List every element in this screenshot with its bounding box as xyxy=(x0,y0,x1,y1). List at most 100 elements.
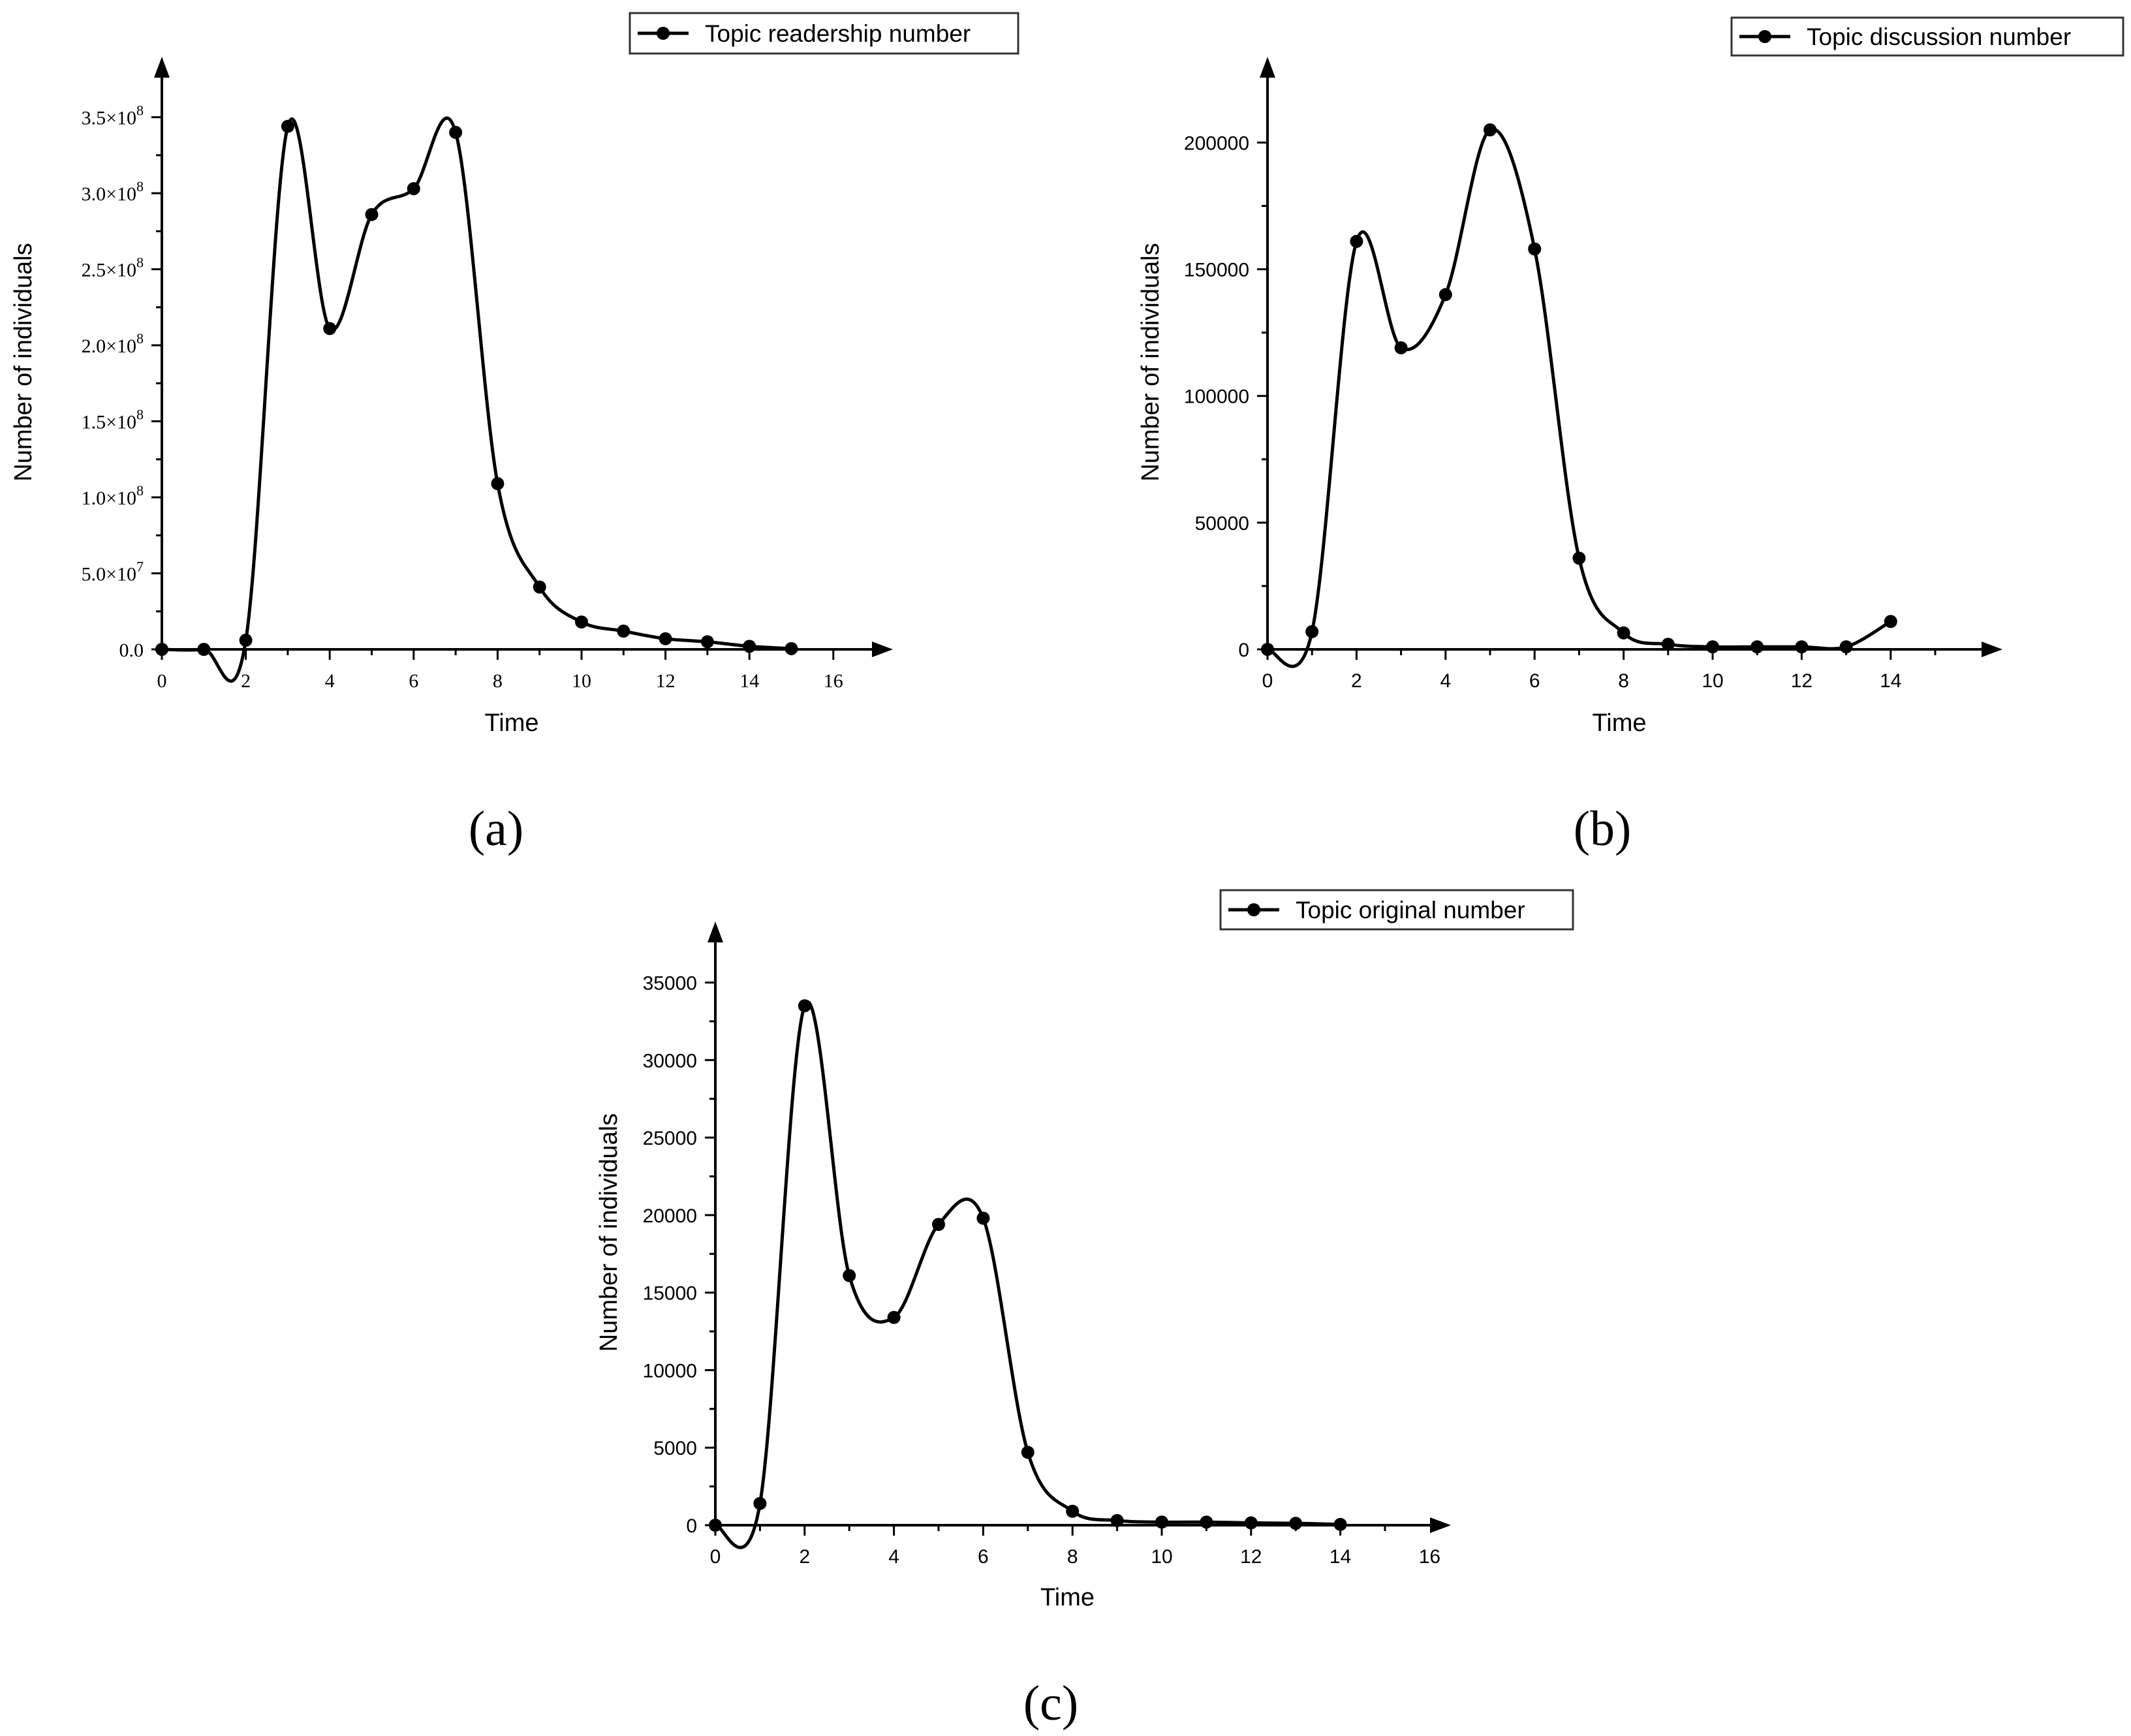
x-tick-label: 4 xyxy=(325,670,335,692)
series-line xyxy=(1267,127,1892,668)
x-axis-arrow xyxy=(1982,642,2002,657)
y-axis-arrow xyxy=(1260,57,1275,78)
y-axis-arrow xyxy=(708,922,723,942)
x-tick-label: 12 xyxy=(1240,1546,1262,1568)
y-tick-label: 100000 xyxy=(1184,386,1249,408)
y-axis-title: Number of individuals xyxy=(10,243,37,481)
data-point xyxy=(1305,625,1319,638)
x-tick-label: 10 xyxy=(1151,1546,1172,1568)
legend: Topic readership number xyxy=(629,12,1019,55)
legend-marker xyxy=(1247,903,1260,916)
data-point xyxy=(1350,234,1363,248)
x-tick-label: 6 xyxy=(409,670,418,692)
x-tick-label: 2 xyxy=(241,670,251,692)
y-tick-label: 30000 xyxy=(643,1050,697,1072)
data-point xyxy=(1200,1515,1213,1529)
x-tick-label: 16 xyxy=(824,670,843,692)
y-axis-title: Number of individuals xyxy=(595,1113,623,1352)
data-point xyxy=(932,1218,945,1232)
x-tick-label: 0 xyxy=(710,1546,721,1568)
data-point xyxy=(753,1496,767,1510)
x-tick-label: 14 xyxy=(739,670,759,692)
panel-label: (a) xyxy=(469,801,523,856)
data-point xyxy=(1439,288,1452,302)
y-tick-label: 10000 xyxy=(643,1360,697,1382)
legend-marker xyxy=(657,27,670,40)
y-tick-label: 20000 xyxy=(643,1205,697,1227)
data-point xyxy=(976,1211,990,1225)
x-axis-title: Time xyxy=(1592,709,1646,737)
data-point xyxy=(709,1519,722,1532)
data-point xyxy=(1261,643,1274,656)
data-point xyxy=(491,477,505,491)
x-tick-label: 0 xyxy=(157,670,167,692)
data-point xyxy=(1795,640,1809,654)
y-axis-title: Number of individuals xyxy=(1137,243,1164,481)
x-tick-label: 0 xyxy=(1262,670,1273,692)
data-point xyxy=(887,1310,901,1324)
legend-box xyxy=(629,12,1019,55)
data-point xyxy=(1661,638,1675,651)
y-tick-label: 0 xyxy=(686,1515,697,1537)
y-tick-label: 5.0×107 xyxy=(82,559,144,585)
data-point xyxy=(785,642,798,655)
data-point xyxy=(1617,626,1630,640)
x-axis-title: Time xyxy=(484,709,538,737)
data-point xyxy=(1066,1504,1080,1518)
legend-box xyxy=(1219,889,1574,931)
chart-panel-a: 0 2 4 6 8 10 12 14 16 0.0 5.0×107 1.0×108 1.5×108 2.0… xyxy=(10,12,1019,856)
x-tick-label: 4 xyxy=(1440,670,1451,692)
x-tick-label: 16 xyxy=(1419,1546,1440,1568)
y-tick-label: 5000 xyxy=(653,1438,697,1459)
chart-panel-c: 0 2 4 6 8 10 12 14 16 0 5000 10000 15000 20000 25000 30… xyxy=(595,889,1574,1731)
y-axis-arrow xyxy=(154,57,170,78)
y-tick-label: 35000 xyxy=(643,973,697,995)
x-tick-label: 12 xyxy=(656,670,676,692)
data-point xyxy=(798,999,811,1013)
data-point xyxy=(197,643,211,656)
data-point xyxy=(533,580,546,594)
panel-label: (b) xyxy=(1574,801,1632,856)
data-point xyxy=(155,643,168,656)
x-tick-label: 8 xyxy=(1618,670,1629,692)
y-tick-label: 25000 xyxy=(643,1128,697,1149)
x-tick-label: 2 xyxy=(1351,670,1362,692)
data-point xyxy=(659,632,672,645)
data-point xyxy=(323,322,337,335)
data-point xyxy=(1484,123,1497,137)
x-tick-label: 8 xyxy=(1067,1546,1078,1568)
y-tick-label: 3.0×108 xyxy=(82,178,144,205)
x-axis-arrow xyxy=(1430,1517,1451,1533)
panel-label: (c) xyxy=(1023,1676,1078,1731)
y-tick-label: 0 xyxy=(1238,640,1249,661)
legend-label: Topic discussion number xyxy=(1807,23,2071,50)
data-point xyxy=(743,640,756,653)
data-point xyxy=(1289,1517,1303,1530)
y-tick-label: 3.5×108 xyxy=(82,102,144,129)
data-point xyxy=(449,125,463,139)
legend-label: Topic original number xyxy=(1296,897,1525,923)
y-tick-label: 150000 xyxy=(1184,260,1249,281)
y-tick-label: 1.5×108 xyxy=(82,407,144,433)
y-tick-label: 15000 xyxy=(643,1283,697,1305)
data-point xyxy=(575,615,588,629)
data-point xyxy=(1884,615,1897,628)
data-point xyxy=(407,182,420,196)
series-line xyxy=(161,116,792,683)
data-point xyxy=(239,634,253,647)
y-tick-label: 200000 xyxy=(1184,132,1249,154)
series-line xyxy=(714,1000,1341,1549)
data-point xyxy=(843,1269,856,1282)
data-point xyxy=(1572,551,1586,565)
x-tick-label: 4 xyxy=(888,1546,899,1568)
data-point xyxy=(1110,1513,1124,1527)
data-point xyxy=(1750,640,1764,654)
x-axis-arrow xyxy=(872,642,893,657)
legend-marker xyxy=(1758,30,1771,43)
x-axis-title: Time xyxy=(1040,1584,1095,1611)
data-point xyxy=(365,208,379,221)
y-tick-label: 50000 xyxy=(1195,513,1249,535)
data-point xyxy=(1333,1517,1347,1531)
x-tick-label: 14 xyxy=(1330,1546,1351,1568)
